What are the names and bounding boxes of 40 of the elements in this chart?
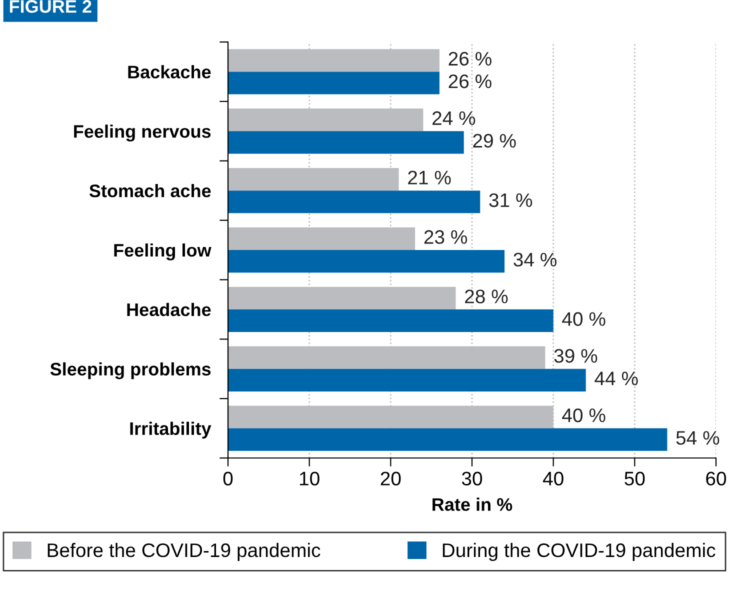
bar <box>228 190 480 214</box>
data-label: 28 % <box>465 290 508 304</box>
x-tick-label: 30 <box>462 472 482 486</box>
data-label: 31 % <box>489 193 532 208</box>
data-label: 44 % <box>594 372 638 386</box>
data-label: 26 % <box>448 74 492 88</box>
x-axis-title: Rate in % <box>432 498 512 511</box>
legend-label: Before the COVID-19 pandemic <box>48 542 320 562</box>
data-label: 21 % <box>408 170 451 184</box>
y-tick-label: Sleeping problems <box>50 362 211 380</box>
data-label: 54 % <box>676 431 720 445</box>
bar <box>228 72 440 94</box>
data-label: 40 % <box>562 312 606 326</box>
y-tick-label: Feeling low <box>114 243 212 260</box>
data-label: 26 % <box>448 52 492 66</box>
data-label: 39 % <box>554 349 598 363</box>
data-label: 29 % <box>473 134 516 148</box>
data-label: 40 % <box>562 408 606 422</box>
x-tick-label: 10 <box>300 472 320 486</box>
text: FIGURE 2 <box>10 0 92 13</box>
y-tick-label: Irritability <box>130 422 212 439</box>
y-tick-label: Headache <box>127 302 211 316</box>
bar <box>228 428 668 451</box>
x-tick-label: 20 <box>380 472 401 486</box>
x-tick-label: 50 <box>624 472 645 486</box>
bar <box>228 131 464 154</box>
data-label: 34 % <box>514 252 556 267</box>
y-tick-label: Stomach ache <box>89 184 211 198</box>
data-label: 23 % <box>424 230 468 244</box>
x-tick-label: 0 <box>223 472 233 486</box>
y-tick-label: Backache <box>128 65 211 78</box>
bar <box>228 309 554 332</box>
y-tick-label: Feeling nervous <box>74 124 211 142</box>
x-tick-label: 40 <box>542 472 564 486</box>
x-tick-label: 60 <box>706 472 726 486</box>
bar <box>228 368 586 392</box>
legend-label: During the COVID-19 pandemic <box>442 542 716 562</box>
data-label: 24 % <box>432 111 476 125</box>
bar <box>228 286 456 310</box>
bar <box>228 250 505 273</box>
